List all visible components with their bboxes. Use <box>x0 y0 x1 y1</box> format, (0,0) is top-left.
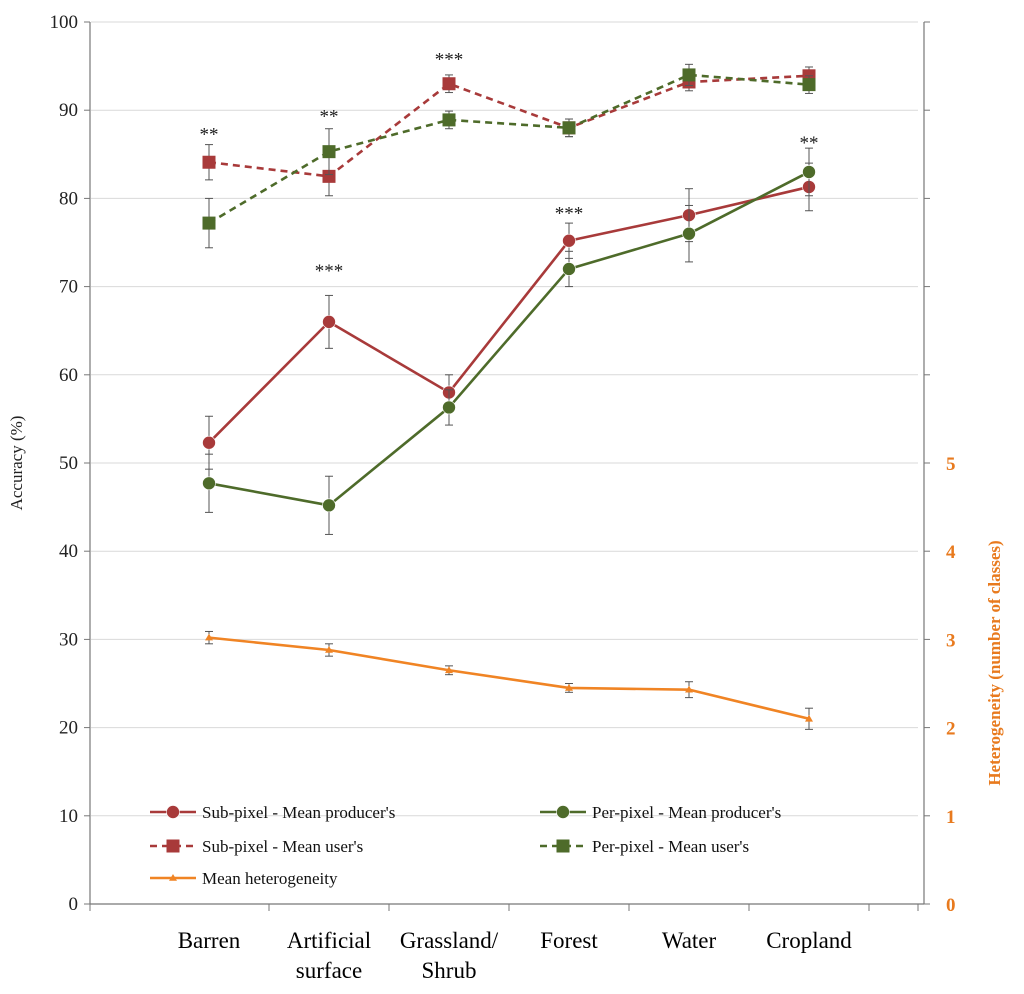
left-tick-label-50: 50 <box>59 453 78 474</box>
point-per-pixel-mean-producer-s-3 <box>562 262 576 276</box>
category-label-artificial-surface: Artificial surface <box>287 928 371 983</box>
left-tick-label-90: 90 <box>59 100 78 121</box>
left-tick-label-10: 10 <box>59 806 78 827</box>
legend-label-per-pixel-mean-user-s: Per-pixel - Mean user's <box>592 837 749 856</box>
legend-item-per-pixel-mean-user-s: Per-pixel - Mean user's <box>540 837 749 856</box>
point-per-pixel-mean-user-s-3 <box>562 121 576 135</box>
legend-item-sub-pixel-mean-user-s: Sub-pixel - Mean user's <box>150 837 363 856</box>
legend-marker-per-pixel-mean-user-s <box>556 839 570 853</box>
series <box>202 63 816 730</box>
legend-marker-per-pixel-mean-producer-s <box>556 805 570 819</box>
category-label-line: Grassland/ <box>400 928 499 953</box>
legend-item-per-pixel-mean-producer-s: Per-pixel - Mean producer's <box>540 803 781 822</box>
legend-marker-mean-heterogeneity <box>169 874 177 881</box>
series-line-per-pixel-mean-producer-s <box>208 170 810 507</box>
legend-item-mean-heterogeneity: Mean heterogeneity <box>150 869 338 888</box>
legend-item-sub-pixel-mean-producer-s: Sub-pixel - Mean producer's <box>150 803 395 822</box>
point-sub-pixel-mean-user-s-0 <box>202 155 216 169</box>
series-line-sub-pixel-mean-producer-s <box>208 185 810 444</box>
legend: Sub-pixel - Mean producer's Per-pixel - M… <box>150 803 781 888</box>
series-line-mean-heterogeneity <box>208 636 810 721</box>
point-per-pixel-mean-user-s-4 <box>682 68 696 82</box>
point-sub-pixel-mean-user-s-1 <box>322 169 336 183</box>
left-tick-label-100: 100 <box>50 12 79 33</box>
point-per-pixel-mean-user-s-2 <box>442 113 456 127</box>
point-per-pixel-mean-user-s-0 <box>202 216 216 230</box>
point-per-pixel-mean-producer-s-1 <box>322 498 336 513</box>
left-tick-label-0: 0 <box>69 894 79 915</box>
significance-label-0: ** <box>200 124 219 145</box>
significance-label-2: *** <box>315 261 344 282</box>
category-label-line: surface <box>296 958 362 983</box>
series-sub-pixel-mean-producer-s <box>202 162 816 470</box>
category-label-line: Cropland <box>766 928 852 953</box>
point-per-pixel-mean-producer-s-0 <box>202 476 216 491</box>
left-tick-label-70: 70 <box>59 277 78 298</box>
left-tick-label-30: 30 <box>59 629 78 650</box>
category-label-line: Shrub <box>422 958 477 983</box>
right-tick-label-3: 3 <box>946 630 956 651</box>
significance-label-5: ** <box>800 133 819 154</box>
significance-label-3: *** <box>435 49 464 70</box>
left-tick-label-80: 80 <box>59 188 78 209</box>
series-sub-pixel-mean-user-s <box>202 66 816 197</box>
point-sub-pixel-mean-user-s-2 <box>442 77 456 91</box>
series-mean-heterogeneity <box>205 630 813 730</box>
annotations: *************** <box>200 49 819 282</box>
category-label-line: Artificial <box>287 928 371 953</box>
series-line-per-pixel-mean-user-s <box>208 73 810 225</box>
category-label-line: Water <box>662 928 717 953</box>
category-label-line: Forest <box>540 928 598 953</box>
point-mean-heterogeneity-2 <box>445 666 453 674</box>
point-per-pixel-mean-producer-s-4 <box>682 226 696 241</box>
legend-label-sub-pixel-mean-user-s: Sub-pixel - Mean user's <box>202 837 363 856</box>
significance-label-1: ** <box>320 107 339 128</box>
significance-label-4: *** <box>555 204 584 225</box>
point-per-pixel-mean-producer-s-5 <box>802 165 816 179</box>
left-tick-label-20: 20 <box>59 718 78 739</box>
right-tick-label-4: 4 <box>946 542 956 563</box>
category-label-grassland-shrub: Grassland/Shrub <box>400 928 499 983</box>
point-mean-heterogeneity-0 <box>205 633 213 641</box>
legend-marker-sub-pixel-mean-user-s <box>166 839 180 853</box>
point-mean-heterogeneity-3 <box>565 683 573 691</box>
point-sub-pixel-mean-producer-s-3 <box>562 233 576 248</box>
axes: 0 10 20 30 40 50 60 70 80 90 100 0 1 2 3 4 5 Barren Artifi… <box>7 12 1004 983</box>
point-mean-heterogeneity-5 <box>805 714 813 722</box>
series-line-sub-pixel-mean-user-s <box>208 74 810 178</box>
point-per-pixel-mean-producer-s-2 <box>442 400 456 415</box>
category-label-cropland: Cropland <box>766 928 852 953</box>
point-mean-heterogeneity-1 <box>325 645 333 653</box>
legend-label-sub-pixel-mean-producer-s: Sub-pixel - Mean producer's <box>202 803 395 822</box>
category-label-line: Barren <box>178 928 241 953</box>
right-tick-label-0: 0 <box>946 895 956 916</box>
left-tick-label-40: 40 <box>59 541 78 562</box>
category-label-water: Water <box>662 928 717 953</box>
legend-label-mean-heterogeneity: Mean heterogeneity <box>202 869 338 888</box>
y-axis-title: Accuracy (%) <box>7 416 26 511</box>
point-per-pixel-mean-user-s-5 <box>802 78 816 92</box>
series-per-pixel-mean-producer-s <box>202 147 816 535</box>
point-per-pixel-mean-user-s-1 <box>322 145 336 159</box>
point-sub-pixel-mean-producer-s-0 <box>202 435 216 450</box>
category-label-barren: Barren <box>178 928 241 953</box>
right-tick-label-5: 5 <box>946 454 956 475</box>
point-sub-pixel-mean-producer-s-1 <box>322 315 336 329</box>
y2-axis-title: Heterogeneity (number of classes) <box>985 540 1004 785</box>
right-tick-label-1: 1 <box>946 807 956 828</box>
point-mean-heterogeneity-4 <box>685 685 693 693</box>
legend-marker-sub-pixel-mean-producer-s <box>166 805 180 819</box>
legend-label-per-pixel-mean-producer-s: Per-pixel - Mean producer's <box>592 803 781 822</box>
category-label-forest: Forest <box>540 928 598 953</box>
left-tick-label-60: 60 <box>59 365 78 386</box>
series-per-pixel-mean-user-s <box>202 63 816 249</box>
right-tick-label-2: 2 <box>946 719 956 740</box>
